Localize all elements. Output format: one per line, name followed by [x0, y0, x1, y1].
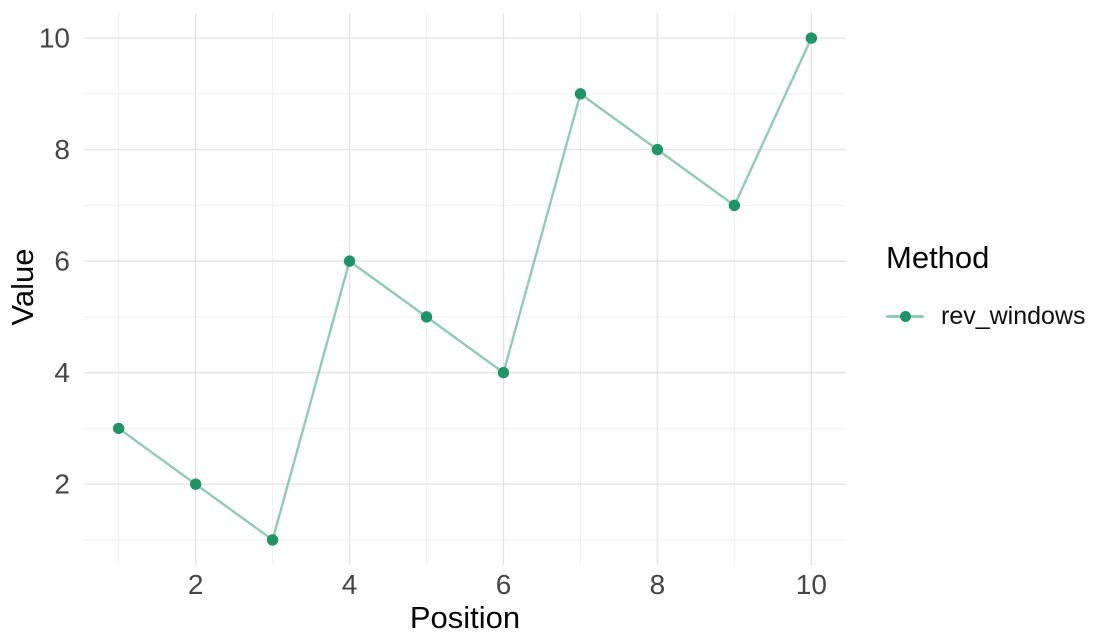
data-point: [420, 311, 433, 323]
data-point: [574, 88, 587, 100]
y-tick-label: 4: [54, 357, 70, 388]
data-point: [189, 478, 202, 490]
data-point: [112, 422, 125, 435]
legend-key-icon: [886, 306, 924, 328]
legend-item: rev_windows: [886, 302, 1086, 331]
y-tick-label: 8: [54, 134, 70, 165]
x-tick-label: 8: [650, 569, 666, 600]
x-tick-label: 2: [188, 569, 204, 600]
y-tick-label: 2: [54, 469, 70, 500]
data-point: [651, 143, 664, 156]
data-point: [728, 199, 741, 212]
y-axis-title: Value: [5, 248, 40, 326]
series-line: [117, 36, 813, 542]
x-tick-label: 4: [342, 569, 358, 600]
data-point: [266, 534, 279, 546]
data-point: [805, 32, 818, 44]
x-axis-title: Position: [409, 600, 521, 635]
legend-point-icon: [899, 311, 911, 322]
legend: Method rev_windows: [886, 240, 1086, 331]
x-tick-label: 10: [796, 569, 827, 600]
data-point: [497, 366, 510, 379]
data-point: [343, 255, 356, 267]
x-tick-label: 6: [496, 569, 512, 600]
y-tick-label: 6: [54, 246, 70, 277]
legend-title: Method: [886, 240, 990, 275]
y-tick-label: 10: [39, 23, 70, 54]
legend-item-label: rev_windows: [941, 302, 1086, 330]
